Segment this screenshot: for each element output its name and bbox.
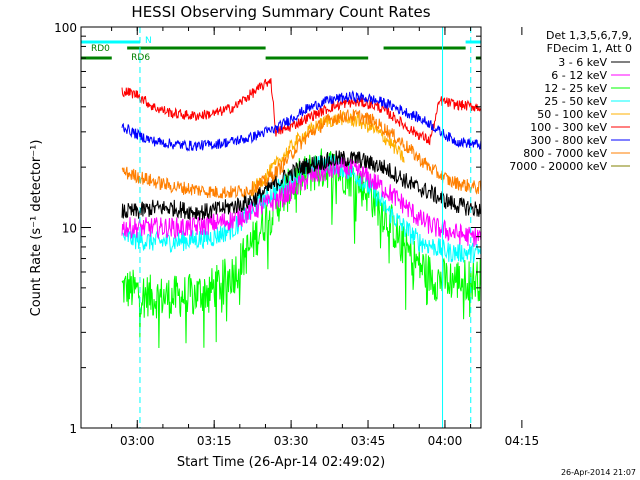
- x-tick-label-5: 04:15: [505, 434, 540, 448]
- y-tick-label-1: 10: [62, 222, 77, 236]
- y-tick-label-2: 100: [54, 21, 77, 35]
- x-axis-label: Start Time (26-Apr-14 02:49:02): [177, 455, 385, 470]
- legend-entry-3: 25 - 50 keV: [544, 95, 607, 108]
- legend-entry-8: 7000 - 20000 keV: [509, 160, 607, 173]
- legend-entry-5: 100 - 300 keV: [530, 121, 607, 134]
- plot-area: N RD0 RD6 03:00 03:15 03:30 03:45 04:00 04:15 1 10…: [54, 21, 539, 448]
- y-axis-label: Count Rate (s⁻¹ detector⁻¹): [29, 140, 44, 317]
- legend-entry-4: 50 - 100 keV: [537, 108, 607, 121]
- flag-label-n: N: [145, 36, 152, 46]
- legend-header-0: Det 1,3,5,6,7,9,: [546, 29, 632, 42]
- timestamp: 26-Apr-2014 21:07: [561, 468, 636, 477]
- legend: Det 1,3,5,6,7,9,FDecim 1, Att 03 - 6 keV…: [509, 29, 632, 173]
- legend-entry-6: 300 - 800 keV: [530, 134, 607, 147]
- x-tick-label-4: 04:00: [428, 434, 463, 448]
- y-tick-label-0: 1: [69, 422, 77, 436]
- legend-entry-1: 6 - 12 keV: [551, 69, 607, 82]
- series-line-2: [121, 148, 481, 349]
- plot-content: [81, 27, 481, 428]
- x-tick-label-2: 03:30: [274, 434, 309, 448]
- series-line-6: [121, 89, 481, 152]
- x-tick-label-3: 03:45: [351, 434, 386, 448]
- series-line-0: [121, 150, 481, 221]
- flag-label-rd0: RD0: [91, 44, 110, 54]
- chart-title: HESSI Observing Summary Count Rates: [131, 3, 430, 21]
- flag-label-rd6: RD6: [131, 53, 150, 63]
- series-line-4: [249, 110, 405, 197]
- legend-entry-7: 800 - 7000 keV: [523, 147, 607, 160]
- series-line-7: [121, 109, 481, 199]
- x-tick-label-1: 03:15: [197, 434, 232, 448]
- series-line-1: [121, 155, 481, 247]
- legend-header-1: FDecim 1, Att 0: [547, 42, 632, 55]
- series-line-5: [121, 78, 481, 146]
- x-tick-label-0: 03:00: [120, 434, 155, 448]
- legend-entry-2: 12 - 25 keV: [544, 82, 607, 95]
- legend-entry-0: 3 - 6 keV: [558, 56, 607, 69]
